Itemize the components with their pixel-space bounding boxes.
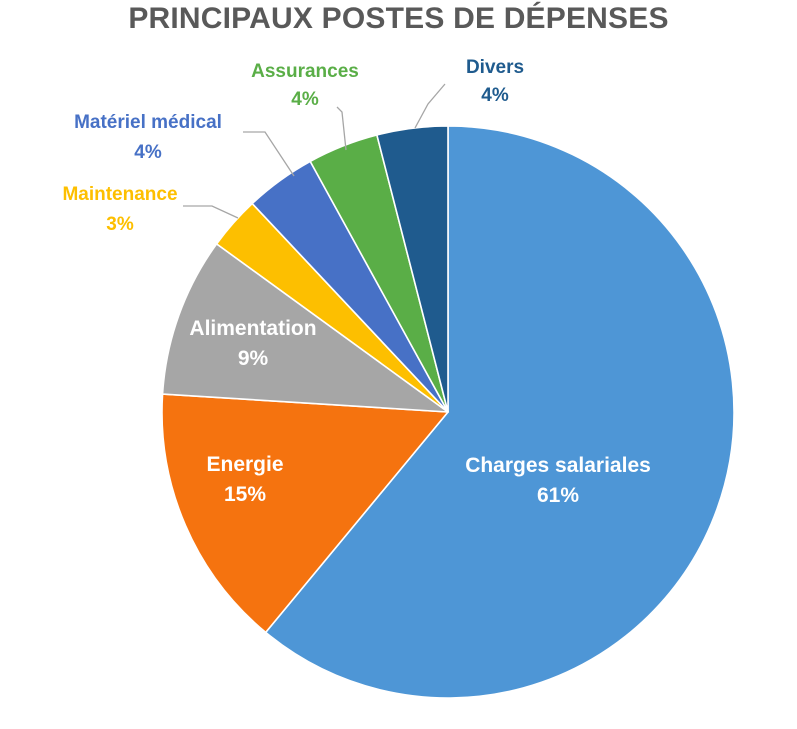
slice-label-maintenance: Maintenance	[62, 184, 177, 205]
pie-slice-energie	[161, 393, 449, 634]
slice-value-charges-salariales: 61%	[537, 484, 579, 507]
pie-slice-alimentation	[161, 243, 449, 413]
slice-label-charges-salariales: Charges salariales	[465, 454, 651, 477]
leader-line-assurances	[336, 106, 347, 151]
pie-slices	[161, 125, 735, 699]
leader-line-materiel-medical	[243, 131, 295, 177]
slice-label-materiel-medical: Matériel médical	[74, 112, 222, 133]
slice-label-divers: Divers	[466, 57, 524, 78]
slice-value-alimentation: 9%	[238, 347, 269, 370]
slice-label-alimentation: Alimentation	[189, 317, 316, 340]
pie-slice-divers	[376, 125, 449, 413]
leader-line-divers	[414, 83, 446, 129]
slice-value-energie: 15%	[224, 483, 266, 506]
chart-title: PRINCIPAUX POSTES DE DÉPENSES	[128, 2, 669, 35]
slice-value-divers: 4%	[481, 85, 509, 106]
pie-slice-charges-salariales	[264, 125, 735, 699]
leader-line-maintenance	[183, 205, 239, 219]
slice-label-assurances: Assurances	[251, 61, 359, 82]
slice-value-assurances: 4%	[291, 89, 319, 110]
pie-labels: Charges salariales 61% Energie 15% Alimentat…	[62, 57, 650, 507]
slice-value-maintenance: 3%	[106, 214, 134, 235]
slice-value-materiel-medical: 4%	[134, 142, 162, 163]
slice-label-energie: Energie	[206, 453, 283, 476]
